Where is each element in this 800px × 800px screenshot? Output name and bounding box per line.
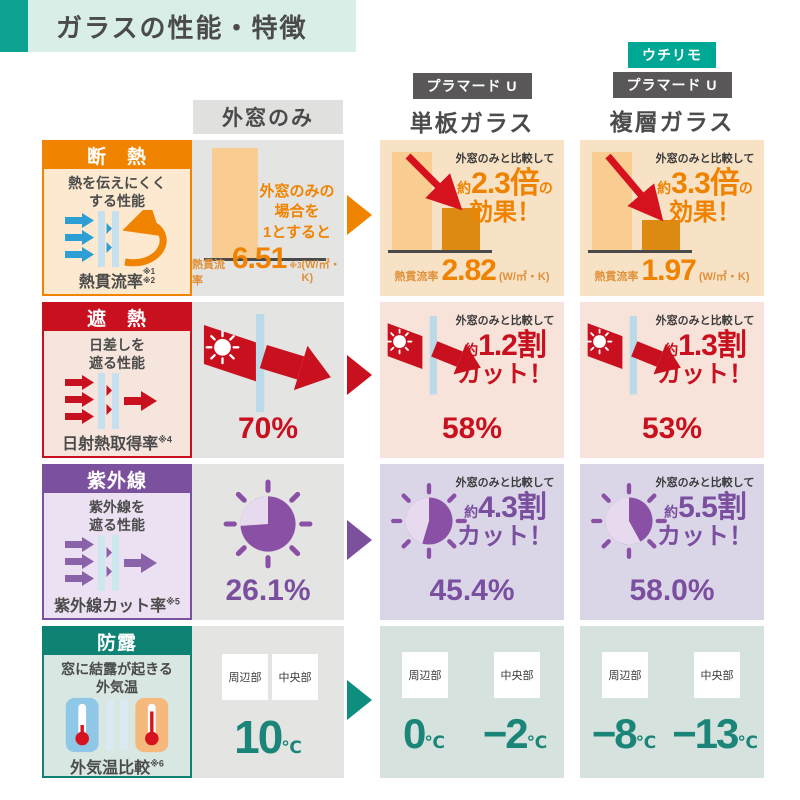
value-readout: 45.4%	[429, 574, 515, 607]
temperature-readout: −13℃	[672, 710, 758, 757]
temperature-readout: −2℃	[482, 710, 548, 757]
row-label-uv: 紫外線 紫外線を 遮る性能 紫外線カット率※5	[42, 464, 192, 620]
column-header-double-glass: ウチリモ プラマード U 複層ガラス	[580, 42, 764, 137]
row-label-desc: 窓に結露が起きる 外気温	[61, 661, 173, 696]
row-label-title: 断 熱	[44, 142, 190, 169]
cell-shading-single: 外窓のみと比較して 約1.2割 カット！ 58%	[380, 302, 564, 458]
value-readout: 70%	[237, 412, 299, 445]
outer-baseline-caption: 外窓のみの 場合を 1とすると	[259, 183, 335, 241]
cell-shading-outer: 70%	[192, 302, 344, 458]
row-label-title: 防露	[44, 628, 190, 655]
flow-arrow-insulation	[347, 195, 372, 235]
cell-uv-outer: 26.1%	[192, 464, 344, 620]
comparison-text: 外窓のみと比較して 約5.5割 カット！	[655, 477, 755, 550]
series-badge: ウチリモ	[628, 42, 716, 68]
value-readout: 26.1%	[225, 574, 311, 607]
flow-arrow-shading	[347, 355, 372, 395]
temperature-readout: −8℃	[591, 710, 657, 757]
row-label-condensation: 防露 窓に結露が起きる 外気温	[42, 626, 192, 778]
value-readout: 58%	[441, 412, 503, 445]
cell-shading-double: 外窓のみと比較して 約1.3割 カット！ 53%	[580, 302, 764, 458]
row-label-title: 紫外線	[44, 466, 190, 493]
flow-arrow-uv	[347, 520, 372, 560]
row-label-title: 遮 熱	[44, 304, 190, 331]
sun-through-glass-icon	[203, 313, 331, 413]
cell-condensation-double: 周辺部 中央部 −8℃ −13℃	[580, 626, 764, 778]
uv-sun-pie-icon	[391, 483, 467, 559]
shading-arrows-icon	[44, 372, 190, 430]
value-readout: 53%	[641, 412, 703, 445]
comparison-text: 外窓のみと比較して 約4.3割 カット！	[455, 477, 555, 550]
sun-through-glass-icon	[386, 315, 481, 395]
metric-readout: 熱貫流率 1.97 (W/㎡・K)	[594, 254, 750, 287]
thermometers-icon	[44, 696, 190, 754]
cell-condensation-outer: 周辺部 中央部 10℃	[192, 626, 344, 778]
brand-badge: プラマード U	[612, 72, 732, 98]
cell-condensation-single: 周辺部 中央部 0℃ −2℃	[380, 626, 564, 778]
zone-box-perimeter: 周辺部	[222, 654, 268, 700]
metric-readout: 熱貫流率 2.82 (W/㎡・K)	[394, 254, 550, 287]
title-band: ガラスの性能・特徴	[28, 0, 356, 52]
cell-insulation-double: 外窓のみと比較して 約3.3倍の 効果！ 熱貫流率 1.97 (W/㎡・K)	[580, 140, 764, 296]
temperature-readout: 0℃	[403, 710, 445, 757]
bar-chart-baseline	[204, 148, 326, 261]
row-label-insulation: 断 熱 熱を伝えにくく する性能	[42, 140, 192, 296]
page-title: ガラスの性能・特徴	[56, 12, 308, 43]
zone-box-perimeter: 周辺部	[602, 652, 648, 698]
cell-insulation-outer: 外窓のみの 場合を 1とすると 熱貫流率 6.51 ※3 (W/㎡・K)	[192, 140, 344, 296]
uv-sun-pie-icon	[223, 479, 313, 569]
column-header-single-glass: プラマード U 単板ガラス	[380, 73, 564, 138]
brand-badge: プラマード U	[412, 73, 532, 99]
column-title: 複層ガラス	[609, 109, 735, 135]
row-label-desc: 日差しを 遮る性能	[89, 337, 145, 372]
uv-sun-pie-icon	[591, 483, 667, 559]
row-label-shading: 遮 熱 日差しを 遮る性能 日射熱取得率※4	[42, 302, 192, 458]
zone-box-perimeter: 周辺部	[402, 652, 448, 698]
comparison-text: 外窓のみと比較して 約3.3倍の 効果！	[655, 153, 755, 226]
flow-arrow-condensation	[347, 680, 372, 720]
sun-through-glass-icon	[586, 315, 681, 395]
cell-uv-double: 外窓のみと比較して 約5.5割 カット！ 58.0%	[580, 464, 764, 620]
row-metric-name: 外気温比較※6	[70, 759, 164, 778]
bar-chart-improvement	[388, 152, 492, 253]
comparison-text: 外窓のみと比較して 約2.3倍の 効果！	[455, 153, 555, 226]
row-metric-name: 紫外線カット率※5	[54, 597, 180, 616]
title-accent-square	[0, 0, 28, 52]
row-label-desc: 熱を伝えにくく する性能	[68, 175, 166, 210]
value-readout: 58.0%	[629, 574, 715, 607]
cell-uv-single: 外窓のみと比較して 約4.3割 カット！ 45.4%	[380, 464, 564, 620]
temperature-readout: 10℃	[234, 711, 302, 763]
row-label-desc: 紫外線を 遮る性能	[89, 499, 145, 534]
insulation-arrows-icon	[44, 210, 190, 268]
zone-box-center: 中央部	[272, 654, 318, 700]
bar-chart-improvement	[588, 152, 692, 253]
zone-box-center: 中央部	[694, 652, 740, 698]
metric-readout: 熱貫流率 6.51 ※3 (W/㎡・K)	[192, 242, 341, 287]
comparison-text: 外窓のみと比較して 約1.2割 カット！	[455, 315, 555, 388]
column-header-outer-window: 外窓のみ	[193, 100, 343, 134]
column-title: 単板ガラス	[409, 110, 535, 136]
row-metric-name: 日射熱取得率※4	[62, 435, 172, 454]
row-metric-name: 熱貫流率 ※1 ※2	[78, 267, 156, 292]
zone-box-center: 中央部	[494, 652, 540, 698]
cell-insulation-single: 外窓のみと比較して 約2.3倍の 効果！ 熱貫流率 2.82 (W/㎡・K)	[380, 140, 564, 296]
uv-arrows-icon	[44, 534, 190, 592]
comparison-text: 外窓のみと比較して 約1.3割 カット！	[655, 315, 755, 388]
